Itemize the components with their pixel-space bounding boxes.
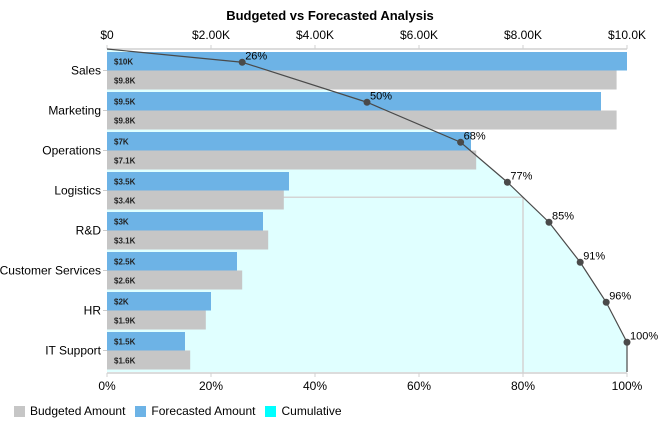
top-axis-tick-label: $2.00K [192,28,230,42]
forecast-bar [107,92,601,111]
category-label: Customer Services [0,264,101,278]
forecast-bar [107,332,185,351]
forecast-bar [107,252,237,271]
cumulative-label: 77% [510,170,532,182]
budget-bar-label: $9.8K [114,116,136,125]
budget-bar [107,150,477,170]
forecast-bar [107,132,471,151]
top-axis-tick-label: $6.00K [400,28,438,42]
top-axis-tick-label: $8.00K [504,28,542,42]
legend-label-budgeted: Budgeted Amount [30,404,126,418]
legend-item-forecasted[interactable]: Forecasted Amount [135,404,255,418]
category-label: IT Support [45,344,101,358]
legend-label-cumulative: Cumulative [281,404,342,418]
cumulative-point [576,258,584,266]
cumulative-point [623,338,631,346]
budget-bar-label: $1.6K [114,356,136,365]
bottom-axis-tick-label: 100% [612,379,643,393]
forecast-bar-label: $1.5K [114,337,136,346]
category-label: HR [84,304,102,318]
bars-layer: $10K $9.8K $9.5K $9.8K $7K $7.1K $3.5K $3.4K $3K… [107,52,627,370]
chart-title: Budgeted vs Forecasted Analysis [226,8,434,23]
budget-bar [107,110,617,130]
category-label: Sales [71,64,101,78]
forecast-bar-label: $2K [114,297,129,306]
legend-label-forecasted: Forecasted Amount [151,404,256,418]
budget-bar [107,70,617,90]
forecast-bar-label: $2.5K [114,257,136,266]
category-label: Operations [42,144,101,158]
budget-bar-label: $9.8K [114,76,136,85]
top-axis-tick-label: $4.00K [296,28,334,42]
cumulative-point [457,138,465,146]
forecast-bar-label: $3.5K [114,177,136,186]
cumulative-label: 50% [370,90,392,102]
forecast-bar [107,52,627,71]
cumulative-line-layer: 26% 50% 68% 77% 85% 91% 96% 100% [106,48,658,372]
top-axis-tick-label: $10.0K [608,28,646,42]
budget-bar-label: $2.6K [114,276,136,285]
forecast-bar [107,292,211,311]
cumulative-point [238,58,246,66]
legend-item-budgeted[interactable]: Budgeted Amount [14,404,125,418]
cumulative-point [503,178,511,186]
budget-bar-label: $3.4K [114,196,136,205]
bottom-axis-tick-label: 0% [98,379,116,393]
cumulative-label: 26% [245,50,267,62]
cumulative-line [106,48,628,372]
legend-swatch-cumulative [265,405,277,417]
budget-bar [107,350,191,370]
cumulative-label: 91% [583,250,605,262]
cumulative-area [107,49,627,372]
forecast-bar-label: $10K [114,57,133,66]
top-axis-tick-label: $0 [100,28,114,42]
cumulative-area-layer [107,49,627,372]
budget-bar-label: $3.1K [114,236,136,245]
forecast-bar-label: $9.5K [114,97,136,106]
forecast-bar-label: $3K [114,217,129,226]
forecast-bar [107,172,289,191]
cumulative-label: 68% [464,130,486,142]
budget-bar [107,190,284,210]
bottom-axis-tick-label: 40% [303,379,327,393]
category-label: Logistics [54,184,101,198]
axes-layer: Sales Marketing Operations Logistics R&D Cust… [0,28,646,393]
budget-bar [107,270,243,290]
forecast-bar-label: $7K [114,137,129,146]
bottom-axis-tick-label: 20% [199,379,223,393]
budget-bar [107,310,206,330]
cumulative-point [363,98,371,106]
forecast-bar [107,212,263,231]
cumulative-label: 100% [630,330,658,342]
legend-swatch-budgeted [14,405,25,417]
cumulative-label: 96% [609,290,631,302]
bottom-axis-tick-label: 80% [511,379,535,393]
cumulative-label: 85% [552,210,574,222]
budget-bar-label: $7.1K [114,156,136,165]
budget-bar [107,230,269,250]
category-label: Marketing [48,104,101,118]
pareto-chart: Budgeted vs Forecasted Analysis $10K $9.8… [0,8,658,393]
cumulative-point [602,298,610,306]
legend-item-cumulative[interactable]: Cumulative [265,404,342,418]
bottom-axis-tick-label: 60% [407,379,431,393]
legend-swatch-forecasted [135,405,147,417]
cumulative-point [545,218,553,226]
budget-bar-label: $1.9K [114,316,136,325]
category-label: R&D [76,224,102,238]
legend: Budgeted Amount Forecasted Amount Cumula… [14,404,342,418]
